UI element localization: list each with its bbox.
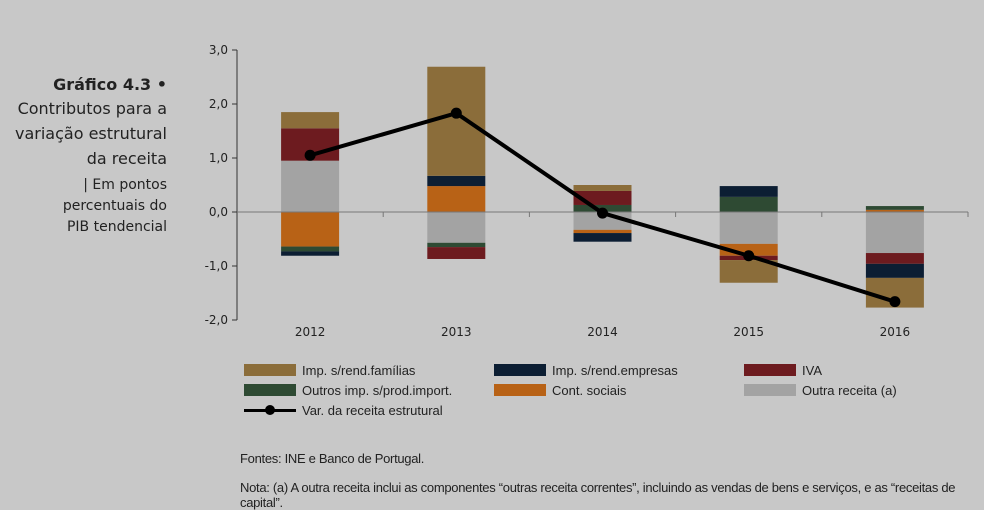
legend-label: Outros imp. s/prod.import. [302,382,453,398]
line-layer [304,107,901,308]
bar-segment [865,263,924,278]
legend-line-swatch [244,400,296,420]
legend-label: Imp. s/rend.empresas [552,362,678,378]
bar-segment [573,185,632,191]
bar-segment [865,206,924,210]
bar-segment [865,209,924,212]
bar-segment [427,66,486,176]
bar-segment [719,212,778,244]
x-tick-label: 2015 [733,325,764,339]
x-tick-label: 2013 [441,325,472,339]
bar-segment [281,160,340,212]
chart-plot: 2012 2013 2014 2015 2016 3,0 2,0 1,0 0,0 -1,0 -2,0 [205,43,969,339]
legend-label: Var. da receita estrutural [302,402,443,418]
bar-segment [281,212,340,247]
legend-item: Cont. sociais [494,380,626,400]
y-tick-label: 0,0 [209,205,228,219]
line-point [304,149,316,161]
legend-label: IVA [802,362,822,378]
bar-segment [865,212,924,254]
y-tick-label: 1,0 [209,151,228,165]
legend-item: IVA [744,360,822,380]
legend-item: Var. da receita estrutural [244,400,443,420]
bar-segment [427,242,486,248]
legend-swatch [744,384,796,396]
x-tick-label: 2016 [880,325,911,339]
legend-item: Outros imp. s/prod.import. [244,380,452,400]
legend-item: Imp. s/rend.empresas [494,360,678,380]
y-tick-label: -2,0 [205,313,228,327]
bar-segment [281,246,340,252]
bar-segment [719,260,778,283]
chart-subtitle-line: percentuais do [62,198,167,214]
chart-number: Gráfico 4.3 • [0,74,167,96]
legend-label: Cont. sociais [552,382,627,398]
legend-swatch [244,364,296,376]
line-point [597,207,608,219]
bar-segment [427,212,486,243]
legend-item: Outra receita (a) [744,380,897,400]
legend-swatch [494,364,546,376]
line-point [889,296,901,308]
bar-segment [573,233,632,242]
bar-segment [719,186,778,197]
sources-note: Fontes: INE e Banco de Portugal. [240,451,425,466]
chart-number-text: Gráfico 4.3 [53,75,152,94]
legend-swatch [244,384,296,396]
bar-segment [427,247,486,259]
legend-swatch [494,384,546,396]
y-tick-label: 3,0 [209,43,228,57]
bar-segment [281,112,340,129]
chart-title-line: variação estrutural [15,124,167,143]
title-bullet: • [156,75,167,94]
x-tick-label: 2014 [587,325,618,339]
chart-title-line: Contributos para a [17,99,167,118]
bar-segment [573,229,632,234]
legend-label: Outra receita (a) [802,382,897,398]
footnote: Nota: (a) A outra receita inclui as comp… [240,480,956,510]
chart-title-block: Gráfico 4.3 • Contributos para a variaçã… [0,74,167,238]
y-tick-label: 2,0 [209,97,228,111]
x-tick-label: 2012 [295,325,326,339]
bar-segment [865,253,924,264]
legend: Imp. s/rend.famílias Imp. s/rend.empresas… [244,360,984,420]
legend-swatch [744,364,796,376]
bars-layer [281,66,924,308]
bar-segment [281,251,340,256]
bar-segment [427,175,486,187]
line-point [743,250,755,262]
bar-segment [427,186,486,212]
legend-label: Imp. s/rend.famílias [302,362,416,378]
chart-title-line: da receita [86,149,167,168]
legend-item: Imp. s/rend.famílias [244,360,415,380]
bar-segment [719,196,778,212]
line-point [450,107,462,119]
chart-subtitle-line: | Em pontos [83,177,167,193]
chart-subtitle-line: PIB tendencial [66,219,167,235]
y-tick-label: -1,0 [205,259,228,273]
bar-segment [719,243,778,256]
